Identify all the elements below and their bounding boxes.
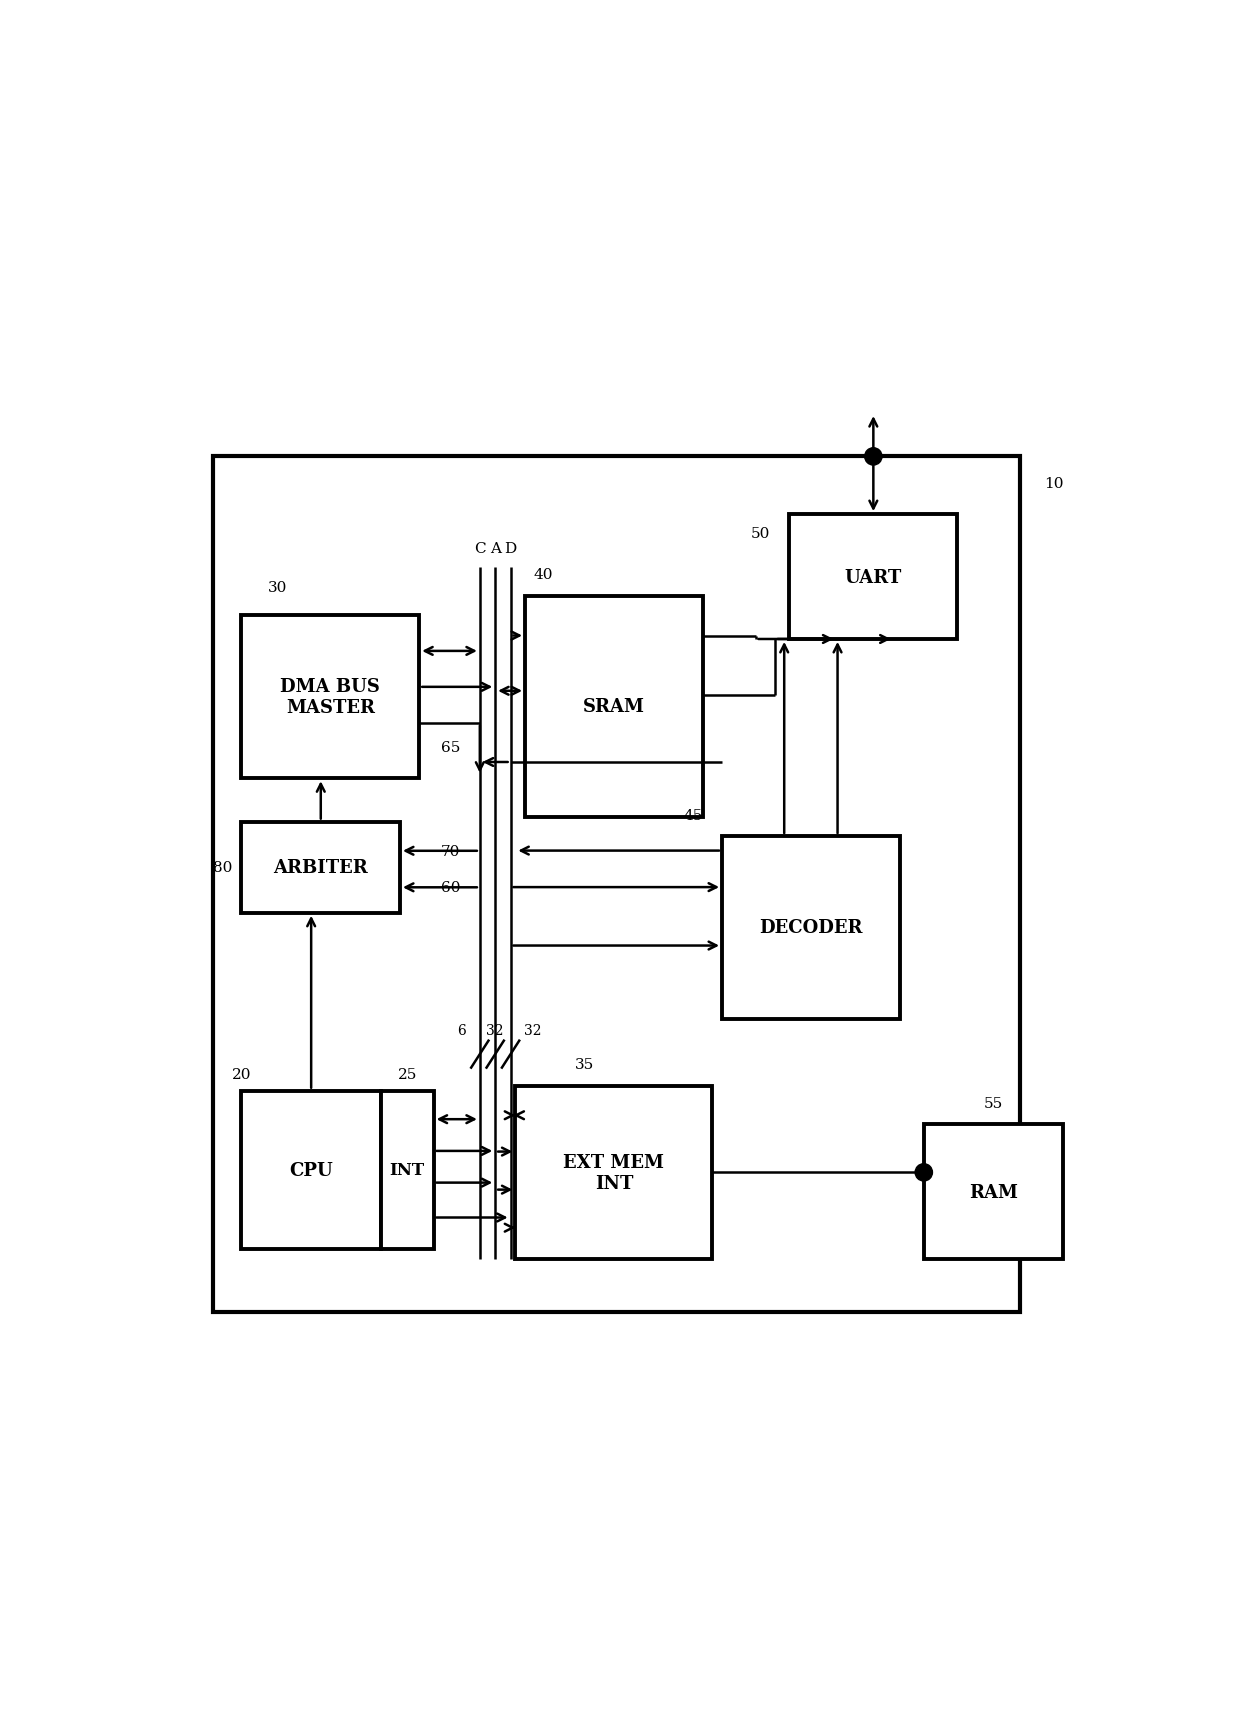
- Text: 6: 6: [458, 1023, 466, 1037]
- Text: 65: 65: [441, 741, 460, 755]
- Bar: [242, 615, 419, 779]
- Text: DECODER: DECODER: [759, 918, 863, 937]
- Text: 32: 32: [525, 1023, 542, 1037]
- Bar: [525, 596, 703, 817]
- Text: 32: 32: [486, 1023, 503, 1037]
- Text: 55: 55: [983, 1096, 1003, 1110]
- Bar: [213, 457, 1019, 1311]
- Text: 40: 40: [534, 569, 553, 582]
- Text: 35: 35: [574, 1058, 594, 1072]
- Text: 80: 80: [212, 862, 232, 875]
- Text: 50: 50: [750, 527, 770, 541]
- Bar: [242, 822, 401, 913]
- Text: SRAM: SRAM: [583, 698, 645, 715]
- Bar: [242, 1091, 381, 1249]
- Bar: [516, 1085, 712, 1260]
- Text: UART: UART: [844, 569, 901, 586]
- Text: ARBITER: ARBITER: [273, 858, 368, 877]
- Circle shape: [864, 448, 882, 465]
- Text: C: C: [474, 543, 486, 557]
- Text: A: A: [490, 543, 501, 557]
- Text: EXT MEM
INT: EXT MEM INT: [563, 1153, 665, 1192]
- Text: 25: 25: [398, 1068, 417, 1082]
- Text: 30: 30: [268, 581, 288, 594]
- Bar: [381, 1091, 434, 1249]
- Bar: [789, 515, 957, 639]
- Text: 20: 20: [232, 1068, 252, 1082]
- Text: 70: 70: [441, 844, 460, 858]
- Circle shape: [915, 1165, 932, 1182]
- Text: DMA BUS
MASTER: DMA BUS MASTER: [280, 677, 381, 717]
- Text: CPU: CPU: [289, 1161, 334, 1179]
- Text: RAM: RAM: [968, 1184, 1018, 1201]
- Text: 10: 10: [1044, 476, 1064, 491]
- Text: 45: 45: [683, 808, 703, 822]
- Bar: [722, 836, 900, 1018]
- Text: 60: 60: [441, 880, 460, 894]
- Text: D: D: [505, 543, 517, 557]
- Bar: [924, 1125, 1063, 1260]
- Text: INT: INT: [389, 1161, 425, 1179]
